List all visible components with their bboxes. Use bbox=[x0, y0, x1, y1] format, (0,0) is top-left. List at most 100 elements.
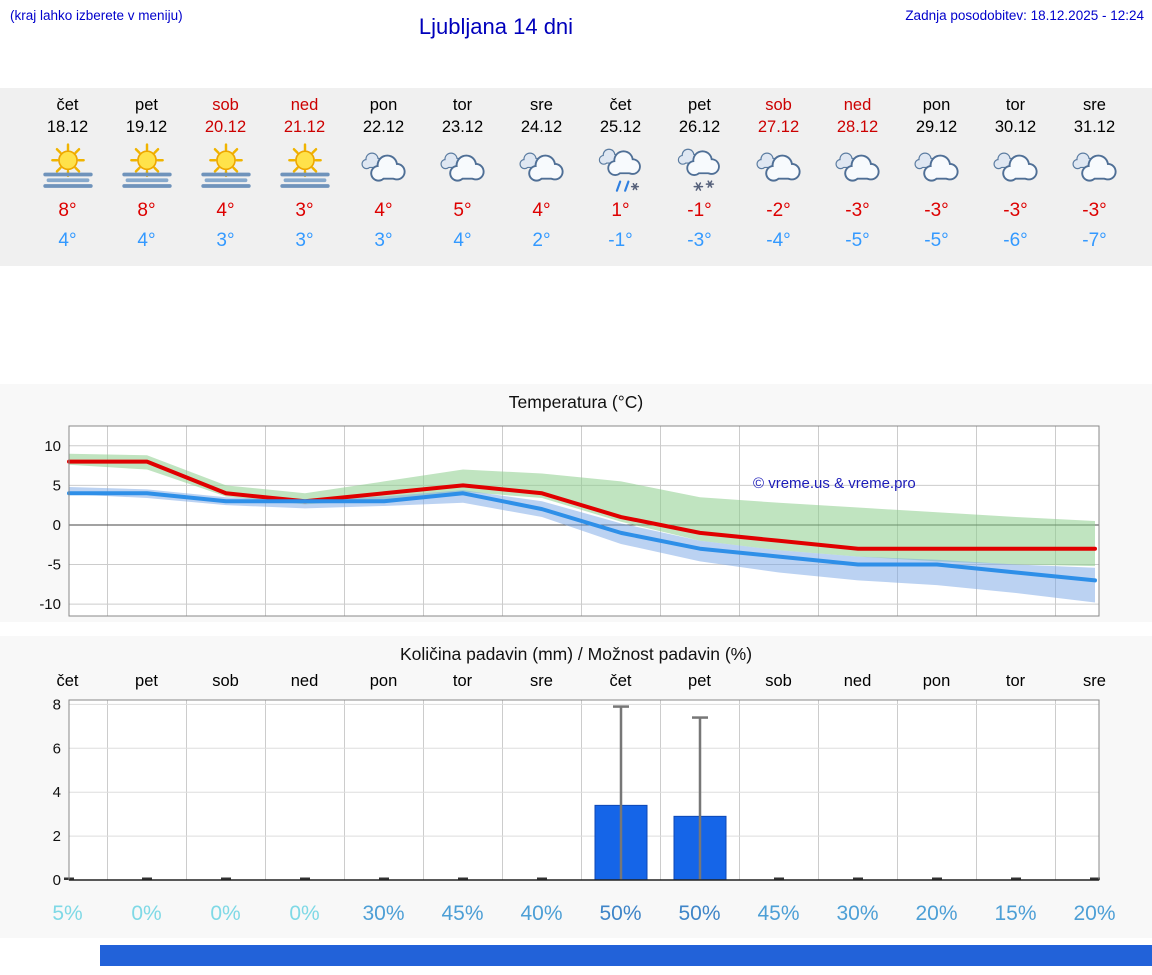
forecast-strip: čet 18.12 8° 4° pet 19.12 8° 4° sob 20.12 4° 3° n… bbox=[28, 94, 1134, 256]
precip-probability: 20% bbox=[1073, 902, 1116, 925]
precip-probability: 15% bbox=[994, 902, 1037, 925]
sun-fog-icon bbox=[35, 140, 101, 196]
cloudy-icon bbox=[825, 140, 891, 196]
svg-text:2: 2 bbox=[53, 828, 61, 845]
min-temp: -1° bbox=[608, 230, 633, 251]
max-temp: -3° bbox=[1003, 200, 1028, 221]
day-date: 21.12 bbox=[283, 118, 326, 136]
precip-probability: 20% bbox=[915, 902, 958, 925]
precip-probability: 45% bbox=[757, 902, 800, 925]
page-title: Ljubljana 14 dni bbox=[418, 14, 574, 39]
precip-day-label: ned bbox=[290, 672, 319, 690]
snow-icon bbox=[667, 140, 733, 196]
day-name: tor bbox=[1005, 96, 1026, 114]
precip-day-label: pon bbox=[369, 672, 398, 690]
svg-text:© vreme.us & vreme.pro: © vreme.us & vreme.pro bbox=[753, 475, 916, 492]
max-temp: 8° bbox=[58, 200, 77, 221]
svg-text:6: 6 bbox=[53, 740, 61, 757]
precip-probability: 0% bbox=[289, 902, 320, 925]
precip-day-label: sob bbox=[212, 672, 239, 690]
cloudy-icon bbox=[746, 140, 812, 196]
svg-text:5: 5 bbox=[53, 477, 61, 494]
day-name: ned bbox=[843, 96, 872, 114]
day-name: pon bbox=[369, 96, 398, 114]
precip-day-label: ned bbox=[843, 672, 872, 690]
day-date: 27.12 bbox=[757, 118, 800, 136]
day-name: sob bbox=[765, 96, 792, 114]
sun-fog-icon bbox=[114, 140, 180, 196]
max-temp: -3° bbox=[924, 200, 949, 221]
precipitation-section: Količina padavin (mm) / Možnost padavin … bbox=[0, 636, 1152, 938]
day-name: pon bbox=[922, 96, 951, 114]
precip-day-label: pet bbox=[688, 672, 711, 690]
precip-day-label: tor bbox=[452, 672, 473, 690]
sleet-icon bbox=[588, 140, 654, 196]
precip-day-label: tor bbox=[1005, 672, 1026, 690]
day-date: 24.12 bbox=[520, 118, 563, 136]
precip-probability: 30% bbox=[836, 902, 879, 925]
svg-text:-5: -5 bbox=[48, 557, 61, 574]
day-name: sre bbox=[530, 96, 553, 114]
min-temp: 3° bbox=[216, 230, 235, 251]
day-column[interactable]: pet 26.12 -1° -3° bbox=[660, 94, 739, 256]
day-column[interactable]: sob 20.12 4° 3° bbox=[186, 94, 265, 256]
precip-day-label: sre bbox=[530, 672, 553, 690]
cloudy-icon bbox=[983, 140, 1049, 196]
sun-fog-icon bbox=[193, 140, 259, 196]
max-temp: -2° bbox=[766, 200, 791, 221]
precip-probability: 30% bbox=[362, 902, 405, 925]
day-column[interactable]: sre 24.12 4° 2° bbox=[502, 94, 581, 256]
day-date: 23.12 bbox=[441, 118, 484, 136]
day-column[interactable]: ned 21.12 3° 3° bbox=[265, 94, 344, 256]
precip-probability: 5% bbox=[52, 902, 83, 925]
precip-day-label: čet bbox=[609, 672, 632, 690]
cloudy-icon bbox=[351, 140, 417, 196]
temperature-chart: 10 5 0 -5 -10 © vreme.us & vreme.pro bbox=[0, 416, 1152, 622]
day-column[interactable]: ned 28.12 -3° -5° bbox=[818, 94, 897, 256]
precip-day-label: pon bbox=[922, 672, 951, 690]
day-column[interactable]: čet 25.12 1° -1° bbox=[581, 94, 660, 256]
svg-text:0: 0 bbox=[53, 872, 61, 889]
cloudy-icon bbox=[1062, 140, 1128, 196]
svg-text:-10: -10 bbox=[39, 596, 61, 613]
day-date: 19.12 bbox=[125, 118, 168, 136]
day-date: 29.12 bbox=[915, 118, 958, 136]
precipitation-chart-svg: 0 2 4 6 8 bbox=[53, 696, 1100, 889]
day-date: 31.12 bbox=[1073, 118, 1116, 136]
day-column[interactable]: pon 22.12 4° 3° bbox=[344, 94, 423, 256]
min-temp: -5° bbox=[845, 230, 870, 251]
max-temp: 5° bbox=[453, 200, 472, 221]
day-column[interactable]: tor 30.12 -3° -6° bbox=[976, 94, 1055, 256]
day-column[interactable]: pet 19.12 8° 4° bbox=[107, 94, 186, 256]
day-column[interactable]: pon 29.12 -3° -5° bbox=[897, 94, 976, 256]
max-temp: 4° bbox=[374, 200, 393, 221]
max-temp: -1° bbox=[687, 200, 712, 221]
precip-probability: 0% bbox=[210, 902, 241, 925]
day-date: 28.12 bbox=[836, 118, 879, 136]
day-date: 30.12 bbox=[994, 118, 1037, 136]
max-temp: 4° bbox=[216, 200, 235, 221]
day-column[interactable]: sre 31.12 -3° -7° bbox=[1055, 94, 1134, 256]
forecast-strip-section: čet 18.12 8° 4° pet 19.12 8° 4° sob 20.12 4° 3° n… bbox=[0, 88, 1152, 266]
min-temp: 3° bbox=[295, 230, 314, 251]
max-temp: -3° bbox=[1082, 200, 1107, 221]
svg-text:8: 8 bbox=[53, 696, 61, 713]
day-date: 25.12 bbox=[599, 118, 642, 136]
max-temp: 1° bbox=[611, 200, 630, 221]
day-name: sre bbox=[1083, 96, 1106, 114]
min-temp: -4° bbox=[766, 230, 791, 251]
precip-probability: 40% bbox=[520, 902, 563, 925]
last-updated: Zadnja posodobitev: 18.12.2025 - 12:24 bbox=[905, 8, 1144, 23]
precip-probability: 0% bbox=[131, 902, 162, 925]
day-column[interactable]: tor 23.12 5° 4° bbox=[423, 94, 502, 256]
precip-probability: 45% bbox=[441, 902, 484, 925]
temperature-section: Temperatura (°C) 10 5 0 -5 -10 © vreme.us & v… bbox=[0, 384, 1152, 622]
precip-day-label: pet bbox=[135, 672, 158, 690]
precip-probability-row: 5% 0% 0% 0% 30% 45% 40% 50% 50% 45% 30% 20% 15% 20% bbox=[0, 894, 1152, 938]
bottom-ad-banner[interactable] bbox=[100, 945, 1152, 966]
min-temp: -5° bbox=[924, 230, 949, 251]
min-temp: 2° bbox=[532, 230, 551, 251]
day-name: sob bbox=[212, 96, 239, 114]
day-column[interactable]: sob 27.12 -2° -4° bbox=[739, 94, 818, 256]
day-column[interactable]: čet 18.12 8° 4° bbox=[28, 94, 107, 256]
